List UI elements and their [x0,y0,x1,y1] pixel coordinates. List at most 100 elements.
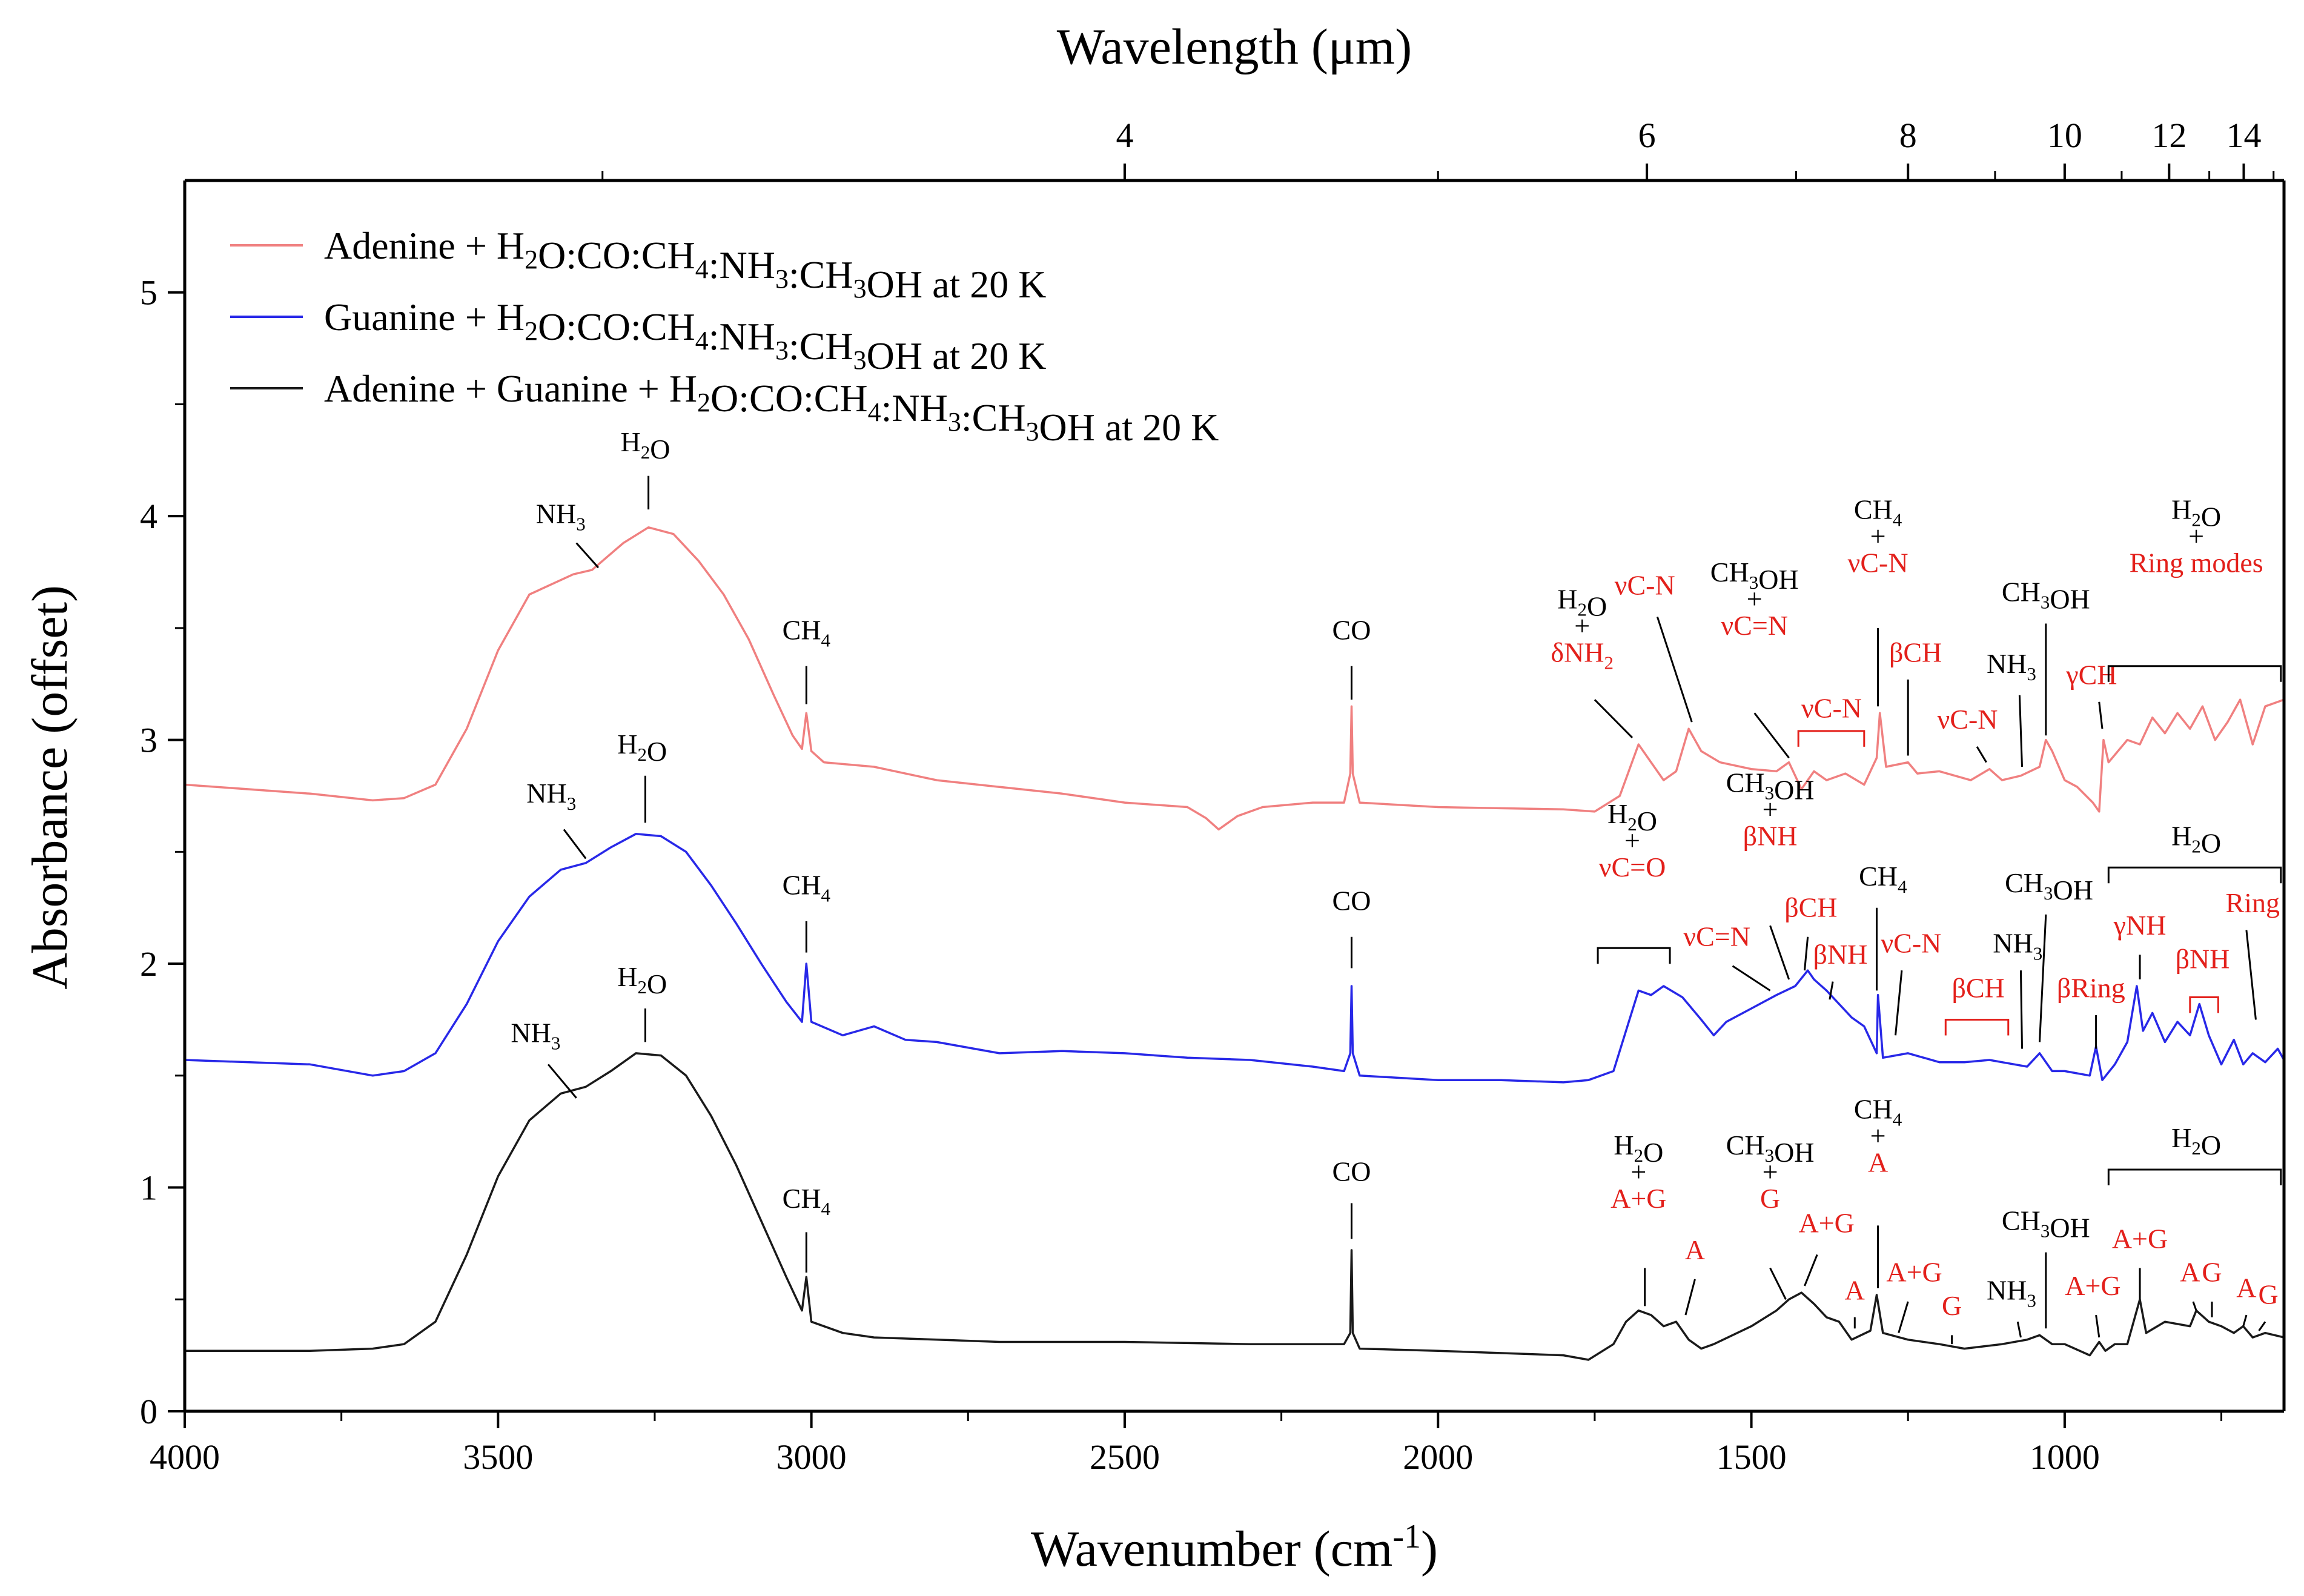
annotation-black-g2: G [2202,1257,2222,1317]
top-axis-title: Wavelength (μm) [1057,19,1412,75]
annotation-bracket [2189,996,2219,1013]
annotation-blue-nh3: NH3 [526,778,587,859]
x-tick-label: 2000 [1403,1437,1473,1477]
x-tick-label: 1000 [2030,1437,2100,1477]
annotation-label-line: A+G [1886,1257,1942,1288]
annotation-label-line: Ring modes [2130,548,2263,578]
annotation-label-line: + [1747,583,1763,614]
annotation-bracket [2107,665,2282,682]
annotation-red-ch3oh: CH3OH [2002,577,2090,736]
y-tick-label: 5 [140,273,157,313]
annotation-black-a4: A [2236,1273,2257,1327]
annotation-leader [1684,1279,1696,1316]
annotation-leader [575,542,599,569]
annotation-black-ag3: A+G [1886,1257,1942,1334]
annotation-label-line: βCH [1951,973,2004,1004]
annotation-label-line: CO [1332,614,1371,645]
annotation-label-line: νC-N [1848,548,1908,578]
annotation-blue-bring: βRing [2057,973,2125,1049]
annotation-black-a3: A [2180,1257,2200,1311]
x-tick-label: 4000 [150,1437,220,1477]
annotation-label-line: CH3OH [1726,767,1815,805]
annotation-black-nh3: NH3 [511,1017,577,1099]
y-axis-title: Absorbance (offset) [22,585,78,990]
annotation-label-line: CH4 [783,614,831,651]
annotation-leader [1804,1254,1818,1286]
annotation-label-line: H2O [2171,820,2221,858]
annotation-label-line: H2O [2171,494,2221,532]
annotation-leader [1898,1301,1909,1334]
annotation-red-h2o: H2O [620,426,670,510]
annotation-label-line: + [1870,1121,1886,1151]
annotation-label-line: CH3OH [2002,577,2090,615]
y-tick-label: 1 [140,1168,157,1208]
annotation-blue-ring: Ring [2226,887,2280,1020]
y-tick-label: 0 [140,1392,157,1431]
annotation-label-line: βNH [1743,820,1798,851]
annotation-label-line: CH3OH [2002,1205,2090,1243]
annotation-label-line: βNH [1813,939,1868,970]
annotation-black-g1: G [1942,1290,1962,1345]
annotation-red-co: CO [1332,614,1371,700]
annotation-red-ch4: CH4 [783,614,831,704]
annotation-label-line: CH4 [783,870,831,906]
series-line-2 [184,833,2285,1084]
annotation-blue-ch3oh: CH3OH [2005,867,2093,1042]
annotation-label-line: G [1760,1183,1780,1214]
annotation-leader [1594,699,1634,738]
annotation-label-line: H2O [1607,798,1657,836]
annotation-bracket [1944,1018,2010,1036]
legend-label-2: Guanine + H2O:CO:CH4:NH3:CH3OH at 20 K [324,296,1046,377]
annotation-black-nh3b: NH3 [1987,1274,2036,1338]
annotation-label-line: + [2188,521,2204,552]
annotation-red-vcn2: νC-N [1937,704,1998,763]
top-tick-label: 14 [2226,116,2261,155]
annotation-leader [1769,925,1790,980]
annotation-label-line: CH4 [1854,494,1902,531]
annotation-leader [2192,1301,2197,1311]
annotation-label-line: A+G [2065,1270,2120,1301]
annotation-label-line: H2O [617,729,667,767]
annotation-leader [2098,701,2104,729]
annotation-red-h2o-ring: H2O+Ring modes [2107,494,2282,682]
annotation-red-ch4-vcn: CH4+νC-N [1848,494,1908,707]
annotation-label-line: νC-N [1937,704,1998,735]
annotation-label-line: A+G [2112,1223,2168,1254]
annotation-blue-nh3b: NH3 [1993,928,2042,1049]
annotation-label-line: A [2180,1257,2200,1288]
annotation-label-line: + [1763,793,1778,824]
series-line-3 [185,1052,2285,1361]
annotation-red-ch3oh-vcn: CH3OH+νC=N [1710,557,1799,759]
x-axis-title-sup: -1 [1392,1518,1421,1555]
annotation-label-line: νC=N [1721,610,1788,641]
annotation-bracket [2107,1168,2282,1185]
annotation-label-line: + [1763,1156,1778,1187]
annotation-leader [2095,1314,2100,1338]
annotation-red-vcn-bracket: νC-N [1797,693,1865,747]
annotation-leader [1769,1267,1787,1300]
annotation-label-line: νC=O [1599,852,1666,882]
annotation-label-line: H2O [1557,583,1607,621]
annotation-label-line: G [2202,1257,2222,1288]
annotation-black-ch4: CH4 [783,1183,831,1273]
x-axis-title-text: Wavenumber (cm [1031,1521,1392,1577]
annotation-black-ch4-a: CH4+A [1854,1094,1902,1288]
annotation-label-line: NH3 [526,778,576,814]
annotation-blue-ch4b: CH4 [1859,861,1907,991]
annotation-label-line: Ring [2226,887,2280,918]
annotation-label-line: γNH [2113,910,2167,941]
annotation-bracket [1797,730,1865,747]
annotation-leader [547,1064,577,1099]
annotation-black-ch3oh-g: CH3OH+G [1726,1130,1815,1300]
annotation-label-line: H2O [617,961,667,999]
annotation-label-line: νC-N [1801,693,1862,724]
top-tick-label: 4 [1116,116,1133,155]
annotation-label-line: A+G [1610,1183,1666,1214]
annotation-leader [2245,930,2257,1020]
x-tick-label: 3500 [463,1437,533,1477]
top-tick-label: 8 [1899,116,1917,155]
x-tick-label: 1500 [1716,1437,1787,1477]
